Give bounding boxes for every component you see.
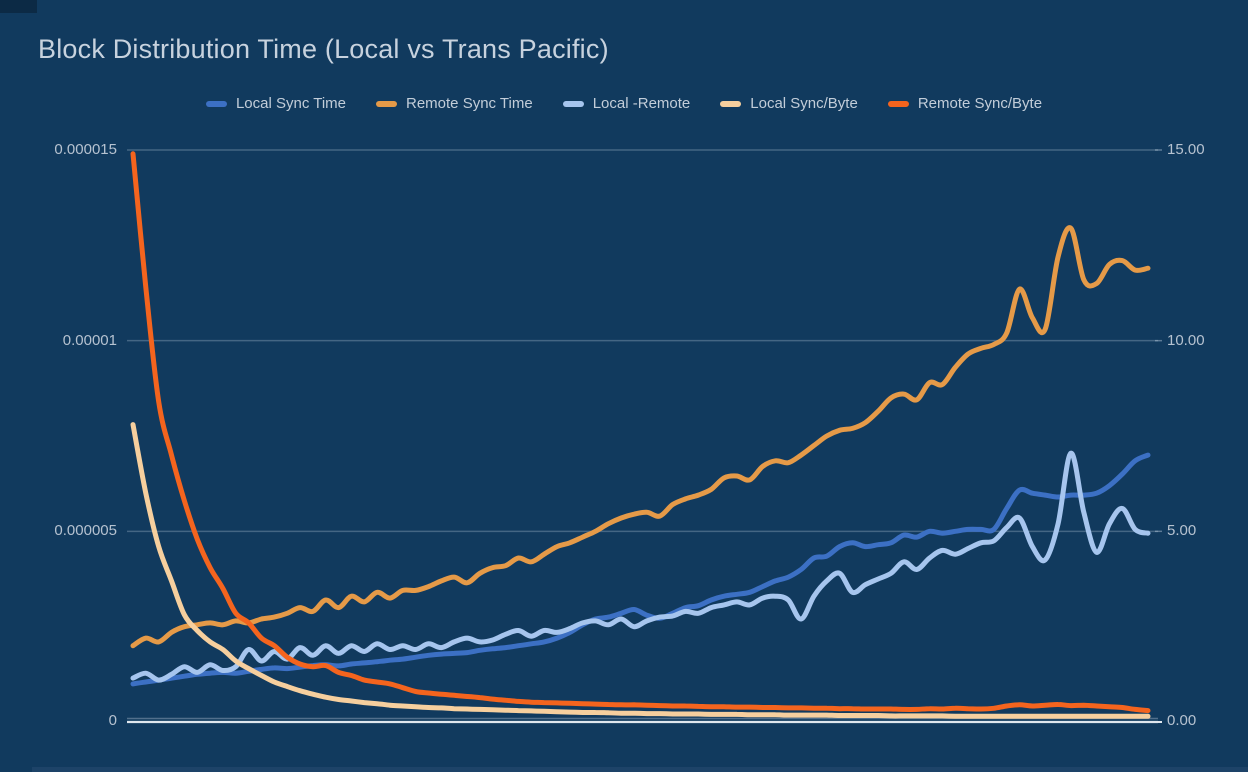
series-line-local-sync-time [130, 452, 1151, 687]
series-line-remote-sync-time [130, 225, 1151, 649]
right-axis-tick-0: 0.00 [1167, 712, 1197, 729]
series-line-remote-sync-byte [130, 151, 1151, 714]
legend-label: Remote Sync/Byte [917, 95, 1043, 112]
legend-swatch-local-minus-remote-icon [562, 100, 584, 107]
legend-item-local-minus-remote: Local -Remote [562, 95, 691, 112]
left-axis-tick-10: 0.00001 [62, 332, 117, 349]
series-line-local-remote [130, 450, 1151, 683]
series-line-local-sync-byte [130, 422, 1151, 719]
chart-title: Block Distribution Time (Local vs Trans … [38, 34, 609, 64]
legend-swatch-remote-sync-time-icon [376, 100, 397, 107]
legend-label: Remote Sync Time [406, 95, 533, 112]
legend-item-remote-sync-time: Remote Sync Time [376, 95, 533, 112]
window-edge-artifact [0, 0, 37, 13]
left-axis-tick-15: 0.000015 [54, 141, 117, 158]
legend-label: Local -Remote [592, 95, 691, 112]
right-axis-tick-10: 10.00 [1167, 332, 1205, 349]
legend-swatch-local-sync-per-byte-icon [720, 100, 742, 107]
chart-legend: Local Sync Time Remote Sync Time Local -… [0, 95, 1248, 112]
window-bottom-edge [32, 767, 1248, 772]
left-axis-tick-5: 0.000005 [54, 522, 117, 539]
legend-swatch-local-sync-time-icon [205, 100, 227, 107]
legend-label: Local Sync Time [235, 95, 346, 112]
legend-label: Local Sync/Byte [750, 95, 858, 112]
right-axis-tick-15: 15.00 [1167, 141, 1205, 158]
legend-item-local-sync-per-byte: Local Sync/Byte [720, 95, 858, 112]
right-axis-tick-5: 5.00 [1167, 522, 1197, 539]
left-axis-tick-0: 0 [108, 712, 117, 729]
legend-item-local-sync-time: Local Sync Time [205, 95, 346, 112]
legend-swatch-remote-sync-per-byte-icon [887, 100, 909, 107]
legend-item-remote-sync-per-byte: Remote Sync/Byte [887, 95, 1043, 112]
